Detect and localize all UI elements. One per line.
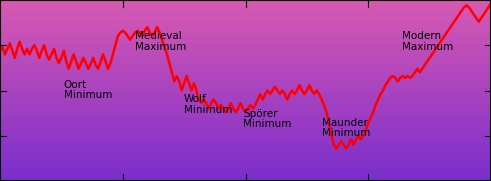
Text: Wolf
Minimum: Wolf Minimum: [184, 94, 233, 115]
Text: Maunder
Minimum: Maunder Minimum: [322, 118, 370, 138]
Text: Modern
Maximum: Modern Maximum: [402, 31, 453, 52]
Text: Medieval
Maximum: Medieval Maximum: [135, 31, 186, 52]
Text: Spörer
Minimum: Spörer Minimum: [243, 109, 292, 129]
Text: Oort
Minimum: Oort Minimum: [64, 80, 112, 100]
